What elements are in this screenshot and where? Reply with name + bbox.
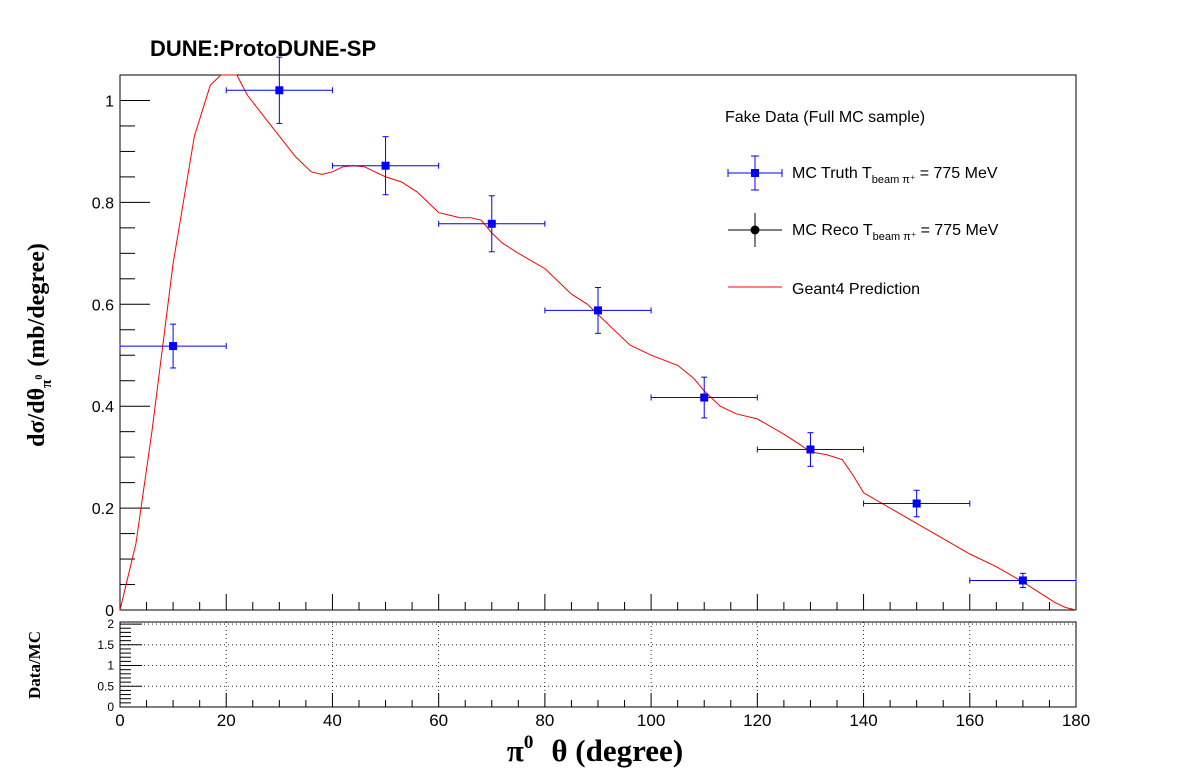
x-tick-label: 0 [115,711,124,730]
main-plot-frame [119,74,1077,611]
y-axis-label-sub: π [39,379,55,388]
legend-item-mc-truth: MC Truth Tbeam π⁺ = 775 MeV [727,155,998,191]
square-marker [487,219,496,228]
x-tick-label: 20 [217,711,236,730]
prediction-layer [119,74,1077,611]
y-tick-label: 0.2 [92,501,114,518]
y-axis-label-rest: (mb/degree) [24,243,50,367]
legend-prediction-label: Geant4 Prediction [792,281,920,298]
x-tick-label: 180 [1062,711,1090,730]
legend-truth-main: MC Truth T [792,165,872,182]
legend-truth-label: MC Truth Tbeam π⁺ = 775 MeV [792,165,998,186]
legend-reco-sub: beam π⁺ [873,231,917,243]
ratio-plot-frame [119,621,1077,708]
data-points-layer [119,56,1077,589]
main-x-axis [119,594,1077,610]
main-y-axis [120,99,150,611]
legend-reco-marker [750,225,760,235]
legend-truth-marker [751,169,759,177]
data-point [331,136,440,196]
square-marker [912,499,921,508]
x-tick-label: 120 [743,711,771,730]
ratio-grid [120,622,1076,707]
legend-reco-value: = 775 MeV [921,222,999,239]
y-axis-label-main: dσ/dθ [24,388,50,447]
data-point [438,195,546,253]
y-axis-label: dσ/dθπ0 (mb/degree) [24,243,55,447]
x-tick-label: 60 [429,711,448,730]
square-marker [806,445,815,454]
x-axis-label-sup: 0 [524,732,534,753]
square-marker [700,393,709,402]
legend-item-mc-reco: MC Reco Tbeam π⁺ = 775 MeV [728,213,999,247]
y-tick-label: 1 [105,93,114,110]
data-point [969,572,1077,589]
square-marker [594,306,602,315]
ratio-y-tick-label: 2 [107,617,114,631]
data-point [756,432,865,467]
x-tick-label: 140 [849,711,877,730]
ratio-y-axis: 0 0.5 1 1.5 2 [97,617,142,714]
x-axis-label-rest: θ (degree) [551,733,683,768]
geant4-prediction-line [119,74,1077,611]
ratio-y-tick-label: 0 [107,700,114,714]
legend-truth-value: = 775 MeV [920,165,998,182]
x-axis-label-symbol: π [507,733,524,768]
y-axis-label-subsup: 0 [34,375,45,380]
y-tick-label: 0.4 [92,399,114,416]
legend-reco-label: MC Reco Tbeam π⁺ = 775 MeV [792,222,999,243]
x-tick-label: 80 [535,711,554,730]
legend-header: Fake Data (Full MC sample) [725,109,925,126]
legend-item-prediction: Geant4 Prediction [728,281,920,298]
y-tick-label: 0.8 [92,195,114,212]
square-marker [169,342,178,351]
square-marker [381,161,390,170]
y-tick-label: 0 [105,603,114,620]
data-point [119,323,227,369]
data-point [863,489,971,518]
main-y-tick-labels: 0 0.2 0.4 0.6 0.8 1 [92,93,114,620]
x-tick-label: 40 [323,711,342,730]
data-point [650,376,758,419]
ratio-y-axis-label: Data/MC [25,631,44,699]
x-tick-label: 100 [637,711,665,730]
y-tick-label: 0.6 [92,297,114,314]
data-point [544,286,652,334]
ratio-y-tick-label: 1 [107,659,114,673]
x-axis-label: π0 θ (degree) [507,732,683,768]
ratio-x-axis: 0 20 40 60 80 100 120 140 160 180 [115,693,1090,730]
data-point [225,56,333,124]
x-tick-label: 160 [956,711,984,730]
square-marker [275,86,284,95]
legend-truth-sub: beam π⁺ [872,174,916,186]
ratio-y-tick-label: 1.5 [97,638,114,652]
chart-title: DUNE:ProtoDUNE-SP [150,36,376,61]
legend: Fake Data (Full MC sample) MC Truth Tbea… [725,109,999,298]
legend-reco-main: MC Reco T [792,222,873,239]
ratio-y-tick-label: 0.5 [97,679,114,693]
square-marker [1018,576,1027,585]
